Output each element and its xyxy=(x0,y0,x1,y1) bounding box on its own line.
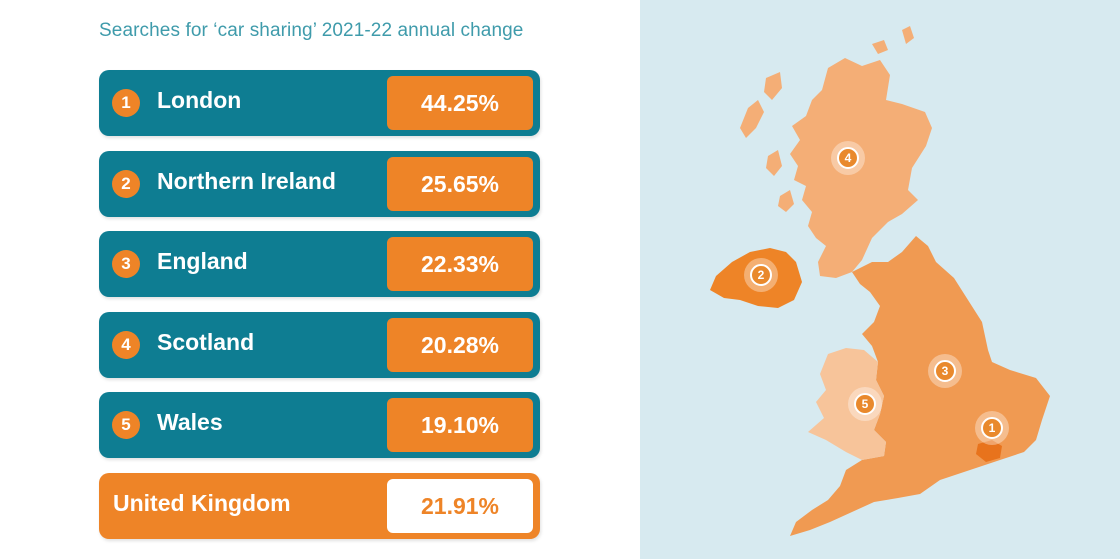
region-value: 19.10% xyxy=(387,398,533,452)
table-row: 2 Northern Ireland 25.65% xyxy=(99,151,540,217)
map-region-scotland xyxy=(790,58,932,278)
rank-badge: 4 xyxy=(112,331,140,359)
region-value: 44.25% xyxy=(387,76,533,130)
map-orkney xyxy=(872,40,888,54)
uk-map: 4 2 3 5 1 xyxy=(710,26,1050,536)
rank-badge: 5 xyxy=(112,411,140,439)
map-hebrides-north xyxy=(764,72,782,100)
marker-label: 1 xyxy=(989,421,996,435)
map-region-london xyxy=(976,440,1002,462)
marker-label: 2 xyxy=(758,268,765,282)
chart-title: Searches for ‘car sharing’ 2021-22 annua… xyxy=(99,20,524,41)
map-marker-1: 1 xyxy=(975,411,1009,445)
map-marker-2: 2 xyxy=(744,258,778,292)
marker-label: 4 xyxy=(845,151,852,165)
map-marker-3: 3 xyxy=(928,354,962,388)
table-panel: Searches for ‘car sharing’ 2021-22 annua… xyxy=(99,20,540,539)
total-value: 21.91% xyxy=(387,479,533,533)
total-row: United Kingdom 21.91% xyxy=(99,473,540,539)
map-region-wales xyxy=(808,348,886,460)
marker-label: 3 xyxy=(942,364,949,378)
region-name: London xyxy=(157,87,242,113)
region-value: 22.33% xyxy=(387,237,533,291)
rank-badge: 3 xyxy=(112,250,140,278)
region-name: Northern Ireland xyxy=(157,168,336,194)
table-row: 3 England 22.33% xyxy=(99,231,540,297)
rank-badge: 1 xyxy=(112,89,140,117)
table-row: 4 Scotland 20.28% xyxy=(99,312,540,378)
region-name: England xyxy=(157,248,248,274)
region-value: 25.65% xyxy=(387,157,533,211)
table-row: 1 London 44.25% xyxy=(99,70,540,136)
map-marker-5: 5 xyxy=(848,387,882,421)
region-value: 20.28% xyxy=(387,318,533,372)
table-row: 5 Wales 19.10% xyxy=(99,392,540,458)
map-panel: 4 2 3 5 1 xyxy=(640,0,1120,559)
total-name: United Kingdom xyxy=(113,490,291,516)
map-marker-4: 4 xyxy=(831,141,865,175)
rank-badge: 2 xyxy=(112,170,140,198)
map-hebrides xyxy=(740,100,764,138)
marker-label: 5 xyxy=(862,397,869,411)
map-islay xyxy=(778,190,794,212)
region-name: Scotland xyxy=(157,329,255,355)
region-name: Wales xyxy=(157,409,223,435)
map-shetland xyxy=(902,26,914,44)
map-hebrides-south xyxy=(766,150,782,176)
